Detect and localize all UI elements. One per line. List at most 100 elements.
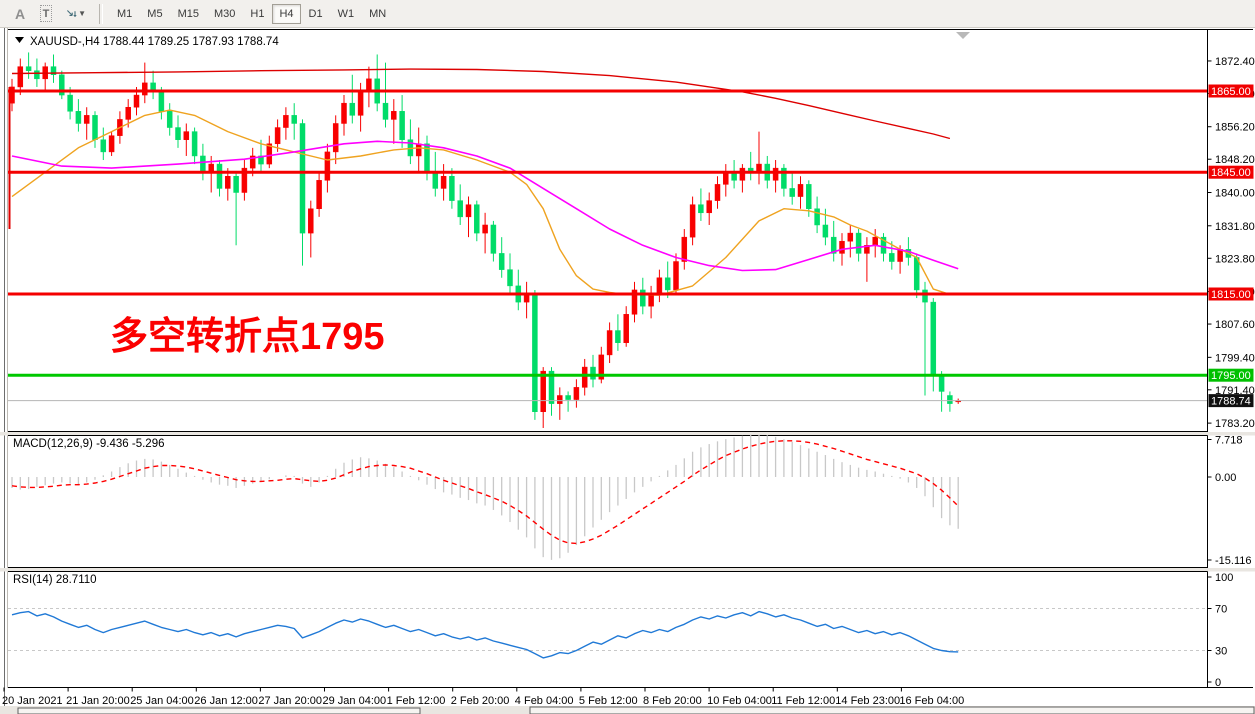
candle-body xyxy=(324,151,331,181)
candle-body xyxy=(332,123,339,153)
candle-body xyxy=(415,143,422,157)
macd-indicator-label: MACD(12,26,9) -9.436 -5.296 xyxy=(13,438,165,450)
timeframe-button-m5[interactable]: M5 xyxy=(140,4,169,24)
price-badge-label: 1795.00 xyxy=(1211,370,1251,382)
price-tick-label: 1840.00 xyxy=(1215,188,1255,200)
candle-body xyxy=(25,66,32,71)
macd-signal-line xyxy=(11,440,959,545)
candle-body xyxy=(864,245,870,254)
candle-body xyxy=(548,370,555,404)
candle-body xyxy=(689,204,696,238)
candle-body xyxy=(872,236,878,246)
rsi-line xyxy=(11,610,959,659)
candle-body xyxy=(772,167,779,181)
candle-body xyxy=(17,66,24,88)
rsi-indicator-label: RSI(14) 28.7110 xyxy=(13,574,97,586)
timeframe-button-m1[interactable]: M1 xyxy=(110,4,139,24)
price-badge-label: 1865.00 xyxy=(1211,86,1251,98)
candle-body xyxy=(158,90,165,112)
time-axis-label: 27 Jan 20:00 xyxy=(258,695,322,707)
candle-body xyxy=(465,204,472,218)
time-axis-label: 16 Feb 04:00 xyxy=(899,695,964,707)
candle-body xyxy=(855,232,862,254)
symbol-dropdown-icon[interactable] xyxy=(15,37,24,43)
timeframe-button-m30[interactable]: M30 xyxy=(207,4,242,24)
price-badge-1845.00 xyxy=(1208,165,1254,179)
candle-body xyxy=(249,155,256,169)
timeframe-button-d1[interactable]: D1 xyxy=(302,4,330,24)
price-tick-label: 1856.20 xyxy=(1215,122,1255,134)
candle-body xyxy=(133,94,140,108)
ma-slow-red xyxy=(11,68,951,140)
candle-body xyxy=(681,236,688,262)
pane-splitter[interactable] xyxy=(0,568,1255,572)
time-axis-label: 1 Feb 12:00 xyxy=(387,695,446,707)
toolbar-separator xyxy=(99,3,103,24)
candle-body xyxy=(490,224,497,254)
candle-body xyxy=(474,204,480,234)
price-tick-label: 1831.80 xyxy=(1215,221,1255,233)
chart-canvas[interactable]: XAUUSD-,H4 1788.44 1789.25 1787.93 1788.… xyxy=(0,28,1255,714)
candle-body xyxy=(142,82,148,96)
candle-body xyxy=(814,208,820,226)
time-axis-label: 5 Feb 12:00 xyxy=(579,695,638,707)
candle-body xyxy=(598,354,605,380)
timeframe-button-w1[interactable]: W1 xyxy=(331,4,362,24)
candle-body xyxy=(723,171,729,185)
chart-annotation-text[interactable]: 多空转折点1795 xyxy=(110,316,385,358)
time-axis-label: 14 Feb 23:00 xyxy=(835,695,900,707)
candle-body xyxy=(806,184,812,209)
pane-splitter[interactable] xyxy=(0,432,1255,436)
candle-body xyxy=(92,115,98,140)
time-axis-label: 8 Feb 20:00 xyxy=(643,695,702,707)
candle-body xyxy=(673,261,679,291)
candle-body xyxy=(822,224,829,238)
candle-body xyxy=(938,374,945,392)
candle-body xyxy=(432,171,439,189)
rsi-tick-label: 30 xyxy=(1215,646,1227,658)
candle-body xyxy=(573,387,580,400)
candle-body xyxy=(540,370,546,412)
candle-body xyxy=(75,111,82,124)
candle-body xyxy=(664,277,671,291)
candle-body xyxy=(581,366,588,388)
price-badge-1815.00 xyxy=(1208,287,1254,301)
chart-shift-icon[interactable] xyxy=(956,32,970,39)
timeframe-button-m15[interactable]: M15 xyxy=(171,4,206,24)
candle-body xyxy=(183,131,190,140)
timeframe-button-h4[interactable]: H4 xyxy=(272,3,301,24)
timeframe-button-h1[interactable]: H1 xyxy=(243,4,271,24)
candle-body xyxy=(399,111,405,140)
candle-body xyxy=(706,200,712,214)
macd-tick-label: 0.00 xyxy=(1215,472,1236,484)
candle-body xyxy=(532,293,538,412)
font-tool-button[interactable]: A xyxy=(8,3,32,25)
candle-body xyxy=(830,236,837,254)
candle-body xyxy=(880,236,887,254)
candle-body xyxy=(922,289,928,303)
arrows-tool-button[interactable]: ▼ xyxy=(60,3,92,25)
candle-body xyxy=(631,289,638,315)
price-badge-1795.00 xyxy=(1208,368,1254,382)
candle-body xyxy=(299,123,306,234)
candle-body xyxy=(382,102,389,120)
price-badge-label: 1815.00 xyxy=(1211,289,1251,301)
candle-body xyxy=(67,94,73,112)
candle-body xyxy=(100,139,107,153)
candle-body xyxy=(615,330,621,343)
price-tick-label: 1807.60 xyxy=(1215,319,1255,331)
candle-body xyxy=(166,111,173,128)
rsi-tick-label: 0 xyxy=(1215,677,1221,689)
candle-body xyxy=(449,176,455,201)
candle-body xyxy=(698,204,704,214)
time-axis-label: 11 Feb 12:00 xyxy=(771,695,835,707)
timeframe-button-mn[interactable]: MN xyxy=(362,4,393,24)
candle-body xyxy=(341,102,347,124)
text-tool-button[interactable]: T xyxy=(34,3,58,25)
candle-body xyxy=(590,366,596,380)
candle-body xyxy=(440,176,447,189)
background-window-edge xyxy=(529,706,1255,714)
candle-body xyxy=(308,208,314,234)
time-axis-label: 26 Jan 12:00 xyxy=(194,695,258,707)
